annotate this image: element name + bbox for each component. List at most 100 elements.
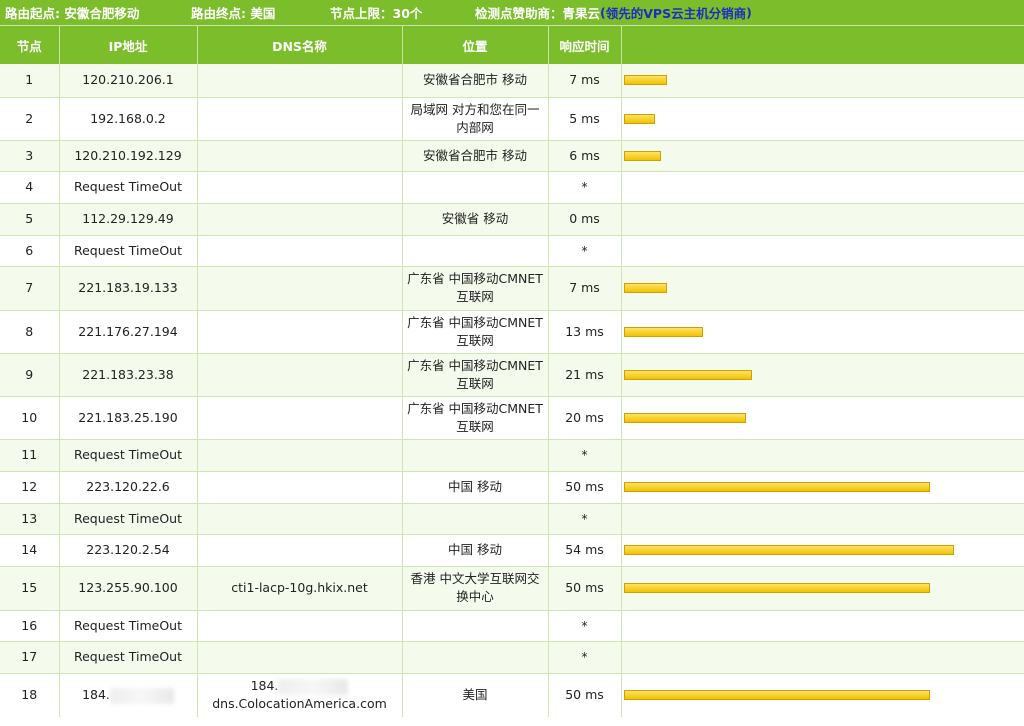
col-header-bar [621, 25, 1024, 64]
response-bar-cell [621, 266, 1024, 311]
response-bar-cell [621, 140, 1024, 172]
route-destination: 路由终点: 美国 [191, 6, 276, 21]
dns-name [197, 310, 403, 354]
response-bar-cell [621, 471, 1024, 504]
location [402, 641, 549, 674]
dns-name [197, 503, 403, 535]
table-row: 5 112.29.129.49 安徽省 移动 0 ms [0, 203, 1024, 236]
route-origin: 路由起点: 安徽合肥移动 [5, 6, 140, 21]
dns-name [197, 396, 403, 440]
sponsor-tagline-link[interactable]: 领先的VPS云主机分销商 [605, 6, 747, 21]
ip-address: 221.183.19.133 [59, 266, 198, 311]
ip-address: 221.183.25.190 [59, 396, 198, 440]
response-time-bar [623, 369, 752, 380]
response-time: * [548, 439, 622, 472]
hop-number: 3 [0, 140, 60, 172]
hop-number: 7 [0, 266, 60, 311]
table-row: 1 120.210.206.1 安徽省合肥市 移动 7 ms [0, 64, 1024, 98]
hop-number: 14 [0, 534, 60, 567]
ip-address: 223.120.22.6 [59, 471, 198, 504]
ip-address: Request TimeOut [59, 610, 198, 642]
response-bar-cell [621, 566, 1024, 611]
hop-number: 12 [0, 471, 60, 504]
response-time: 54 ms [548, 534, 622, 567]
sponsor-open-paren: ( [600, 5, 606, 20]
hop-limit: 节点上限：30个 [330, 6, 423, 21]
dns-name [197, 439, 403, 472]
sponsor-label: 检测点赞助商： [475, 6, 563, 21]
response-bar-cell [621, 310, 1024, 354]
table-row: 18 184. 184. dns.ColocationAmerica.com 美国 50 … [0, 673, 1024, 717]
table-row: 8 221.176.27.194 广东省 中国移动CMNET互联网 13 ms [0, 310, 1024, 354]
response-time: 7 ms [548, 266, 622, 311]
response-bar-cell [621, 235, 1024, 267]
location: 安徽省合肥市 移动 [402, 64, 549, 98]
dns-name [197, 235, 403, 267]
table-row: 17 Request TimeOut * [0, 641, 1024, 674]
ip-address: 120.210.192.129 [59, 140, 198, 172]
response-time-bar [623, 113, 655, 124]
response-time-bar [623, 75, 667, 86]
hop-number: 17 [0, 641, 60, 674]
ip-address: Request TimeOut [59, 503, 198, 535]
ip-address: Request TimeOut [59, 641, 198, 674]
location [402, 171, 549, 204]
table-row: 7 221.183.19.133 广东省 中国移动CMNET互联网 7 ms [0, 266, 1024, 311]
hop-number: 16 [0, 610, 60, 642]
sponsor-name-link[interactable]: 青果云 [562, 6, 601, 21]
traceroute-table: 节点 IP地址 DNS名称 位置 响应时间 1 120.210.206.1 安徽省合… [0, 25, 1024, 717]
ip-address: Request TimeOut [59, 235, 198, 267]
ip-address: 112.29.129.49 [59, 203, 198, 236]
table-row: 15 123.255.90.100 cti1-lacp-10g.hkix.net 香港… [0, 566, 1024, 611]
response-time: 21 ms [548, 353, 622, 397]
response-time: 5 ms [548, 97, 622, 141]
response-time-bar [623, 545, 954, 555]
response-time-bar [623, 283, 667, 293]
hop-number: 11 [0, 439, 60, 472]
dns-name: 184. dns.ColocationAmerica.com [197, 673, 403, 717]
response-bar-cell [621, 439, 1024, 472]
table-row: 12 223.120.22.6 中国 移动 50 ms [0, 471, 1024, 504]
hop-number: 1 [0, 64, 60, 98]
response-bar-cell [621, 396, 1024, 440]
col-header-response-time: 响应时间 [548, 25, 622, 64]
response-time-bar [623, 583, 930, 593]
location: 广东省 中国移动CMNET互联网 [402, 310, 549, 354]
dns-visible-part: 184. [250, 678, 279, 694]
location [402, 610, 549, 642]
response-bar-cell [621, 534, 1024, 567]
hop-number: 10 [0, 396, 60, 440]
response-time: 6 ms [548, 140, 622, 172]
dns-name [197, 266, 403, 311]
table-row: 4 Request TimeOut * [0, 171, 1024, 204]
table-row: 11 Request TimeOut * [0, 439, 1024, 472]
location: 广东省 中国移动CMNET互联网 [402, 353, 549, 397]
location: 广东省 中国移动CMNET互联网 [402, 266, 549, 311]
response-bar-cell [621, 203, 1024, 236]
ip-address: 221.183.23.38 [59, 353, 198, 397]
redacted-blur [278, 678, 349, 695]
response-time: 0 ms [548, 203, 622, 236]
response-bar-cell [621, 503, 1024, 535]
location: 中国 移动 [402, 471, 549, 504]
response-time: * [548, 610, 622, 642]
ip-address: 221.176.27.194 [59, 310, 198, 354]
dns-name [197, 641, 403, 674]
hop-number: 8 [0, 310, 60, 354]
location: 局域网 对方和您在同一内部网 [402, 97, 549, 141]
response-bar-cell [621, 673, 1024, 717]
response-time: * [548, 503, 622, 535]
table-row: 3 120.210.192.129 安徽省合肥市 移动 6 ms [0, 140, 1024, 172]
hop-number: 5 [0, 203, 60, 236]
response-bar-cell [621, 171, 1024, 204]
sponsor-close-paren: ) [746, 5, 752, 20]
location: 中国 移动 [402, 534, 549, 567]
table-row: 6 Request TimeOut * [0, 235, 1024, 267]
response-time-bar [623, 150, 661, 161]
hop-number: 6 [0, 235, 60, 267]
ip-address: 123.255.90.100 [59, 566, 198, 611]
ip-address: 184. [59, 673, 198, 717]
col-header-location: 位置 [402, 25, 549, 64]
col-header-dns: DNS名称 [197, 25, 403, 64]
location: 广东省 中国移动CMNET互联网 [402, 396, 549, 440]
